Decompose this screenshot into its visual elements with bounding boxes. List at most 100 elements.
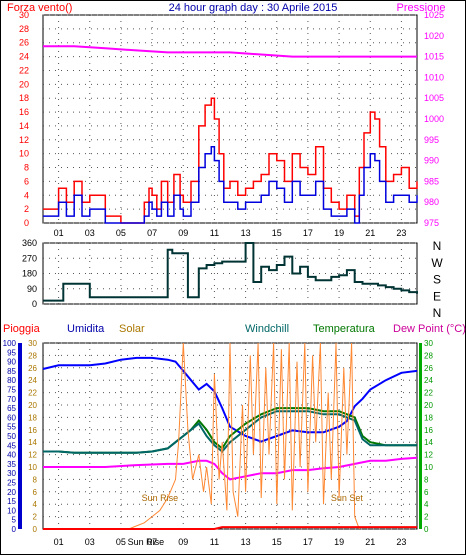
left-tick-label: 4: [24, 190, 29, 200]
solar-tick-label: 18: [28, 413, 37, 422]
sunrise-annotation: Sun Rise: [142, 493, 179, 503]
chart-marks: 01 03 05 07 09 11 13 15 17 19 21 230246810121416182…: [3, 10, 466, 547]
series-line-solar: [128, 342, 360, 530]
series-line-dew-point: [43, 456, 418, 481]
temperature-tick-label: 16: [424, 426, 433, 435]
humidity-tick-label: 65: [7, 404, 16, 413]
left-tick-label: 8: [24, 163, 29, 173]
compass-label: N: [433, 306, 442, 320]
right-tick-label: 995: [424, 135, 439, 145]
series-line-pioggia: [43, 526, 417, 530]
sunset-annotation: Sun Set: [331, 493, 364, 503]
x-tick-label: 11: [210, 537, 219, 547]
series-line-umidita: [42, 356, 418, 443]
temperature-tick-label: 4: [424, 500, 429, 509]
x-tick-label: 17: [303, 228, 313, 238]
x-tick-label: 07: [147, 228, 157, 238]
right-tick-label: 985: [424, 176, 439, 186]
humidity-tick-label: 95: [7, 348, 16, 357]
x-tick-label: 03: [85, 537, 95, 547]
x-tick-label: 01: [54, 228, 64, 238]
right-tick-label: 980: [424, 197, 439, 207]
humidity-tick-label: 10: [7, 506, 16, 515]
legend-label: Dew Point (°C): [393, 323, 466, 335]
compass-label: S: [433, 273, 441, 287]
humidity-tick-label: 50: [7, 432, 16, 441]
left-tick-label: 2: [24, 204, 29, 214]
left-tick-label: 24: [19, 52, 29, 62]
temperature-tick-label: 2: [424, 513, 429, 522]
temperature-tick-label: 26: [424, 364, 433, 373]
left-tick-label: 6: [24, 176, 29, 186]
solar-tick-label: 8: [33, 475, 38, 484]
temperature-tick-label: 24: [424, 376, 433, 385]
right-tick-label: 1025: [424, 10, 444, 20]
legend-label: Solar: [119, 323, 145, 335]
temperature-tick-label: 12: [424, 451, 433, 460]
x-tick-label: 21: [365, 537, 375, 547]
legend-label: Pioggia: [3, 323, 41, 335]
right-tick-label: 1005: [424, 93, 444, 103]
compass-label: W: [431, 256, 443, 270]
temperature-tick-label: 6: [424, 488, 429, 497]
humidity-tick-label: 55: [7, 423, 16, 432]
direction-tick-label: 270: [22, 253, 37, 263]
x-tick-label: 21: [365, 228, 375, 238]
temperature-tick-label: 30: [424, 339, 433, 348]
left-tick-label: 30: [19, 10, 29, 20]
temperature-tick-label: 8: [424, 475, 429, 484]
right-tick-label: 1020: [424, 31, 444, 41]
x-tick-label: 07: [147, 537, 157, 547]
compass-label: E: [433, 289, 441, 303]
series-line-raffica: [43, 145, 418, 224]
temperature-tick-label: 20: [424, 401, 433, 410]
left-tick-label: 16: [19, 107, 29, 117]
humidity-tick-label: 85: [7, 367, 16, 376]
solar-tick-label: 30: [28, 339, 37, 348]
series-line-pressione: [43, 45, 417, 58]
series-line-forza-vento: [43, 97, 418, 224]
x-tick-label: 05: [116, 537, 126, 547]
temperature-tick-label: 22: [424, 389, 433, 398]
left-axis-label: Forza vento(): [7, 2, 72, 14]
humidity-tick-label: 20: [7, 488, 16, 497]
x-tick-label: 23: [396, 537, 406, 547]
x-tick-label: 15: [272, 537, 282, 547]
left-tick-label: 18: [19, 93, 29, 103]
legend-label: Umidita: [67, 323, 105, 335]
right-tick-label: 975: [424, 218, 439, 228]
temperature-axis-bar: [419, 343, 422, 529]
solar-tick-label: 4: [33, 500, 38, 509]
x-tick-label: 19: [334, 537, 344, 547]
left-tick-label: 10: [19, 149, 29, 159]
x-tick-label: 03: [85, 228, 95, 238]
solar-tick-label: 12: [28, 451, 37, 460]
humidity-tick-label: 90: [7, 358, 16, 367]
solar-tick-label: 26: [28, 364, 37, 373]
left-tick-label: 12: [19, 135, 29, 145]
right-tick-label: 1010: [424, 72, 444, 82]
humidity-tick-label: 70: [7, 395, 16, 404]
solar-tick-label: 2: [33, 513, 38, 522]
humidity-tick-label: 30: [7, 469, 16, 478]
temperature-tick-label: 0: [424, 525, 429, 534]
right-tick-label: 1015: [424, 52, 444, 62]
temperature-tick-label: 10: [424, 463, 433, 472]
humidity-axis-bar: [18, 343, 22, 529]
direction-tick-label: 0: [32, 299, 37, 309]
solar-tick-label: 20: [28, 401, 37, 410]
chart-title: 24 hour graph day : 30 Aprile 2015: [169, 2, 338, 14]
solar-tick-label: 16: [28, 426, 37, 435]
sunrise-axis-label: Sun Rise: [128, 537, 165, 547]
x-tick-label: 15: [272, 228, 282, 238]
legend-label: Windchill: [245, 323, 289, 335]
left-tick-label: 0: [24, 218, 29, 228]
humidity-tick-label: 35: [7, 460, 16, 469]
left-tick-label: 26: [19, 38, 29, 48]
legend-label: Temperatura: [313, 323, 376, 335]
x-tick-label: 13: [241, 537, 251, 547]
plot-area-wind: [42, 14, 418, 224]
humidity-tick-label: 40: [7, 451, 16, 460]
humidity-tick-label: 5: [12, 516, 17, 525]
